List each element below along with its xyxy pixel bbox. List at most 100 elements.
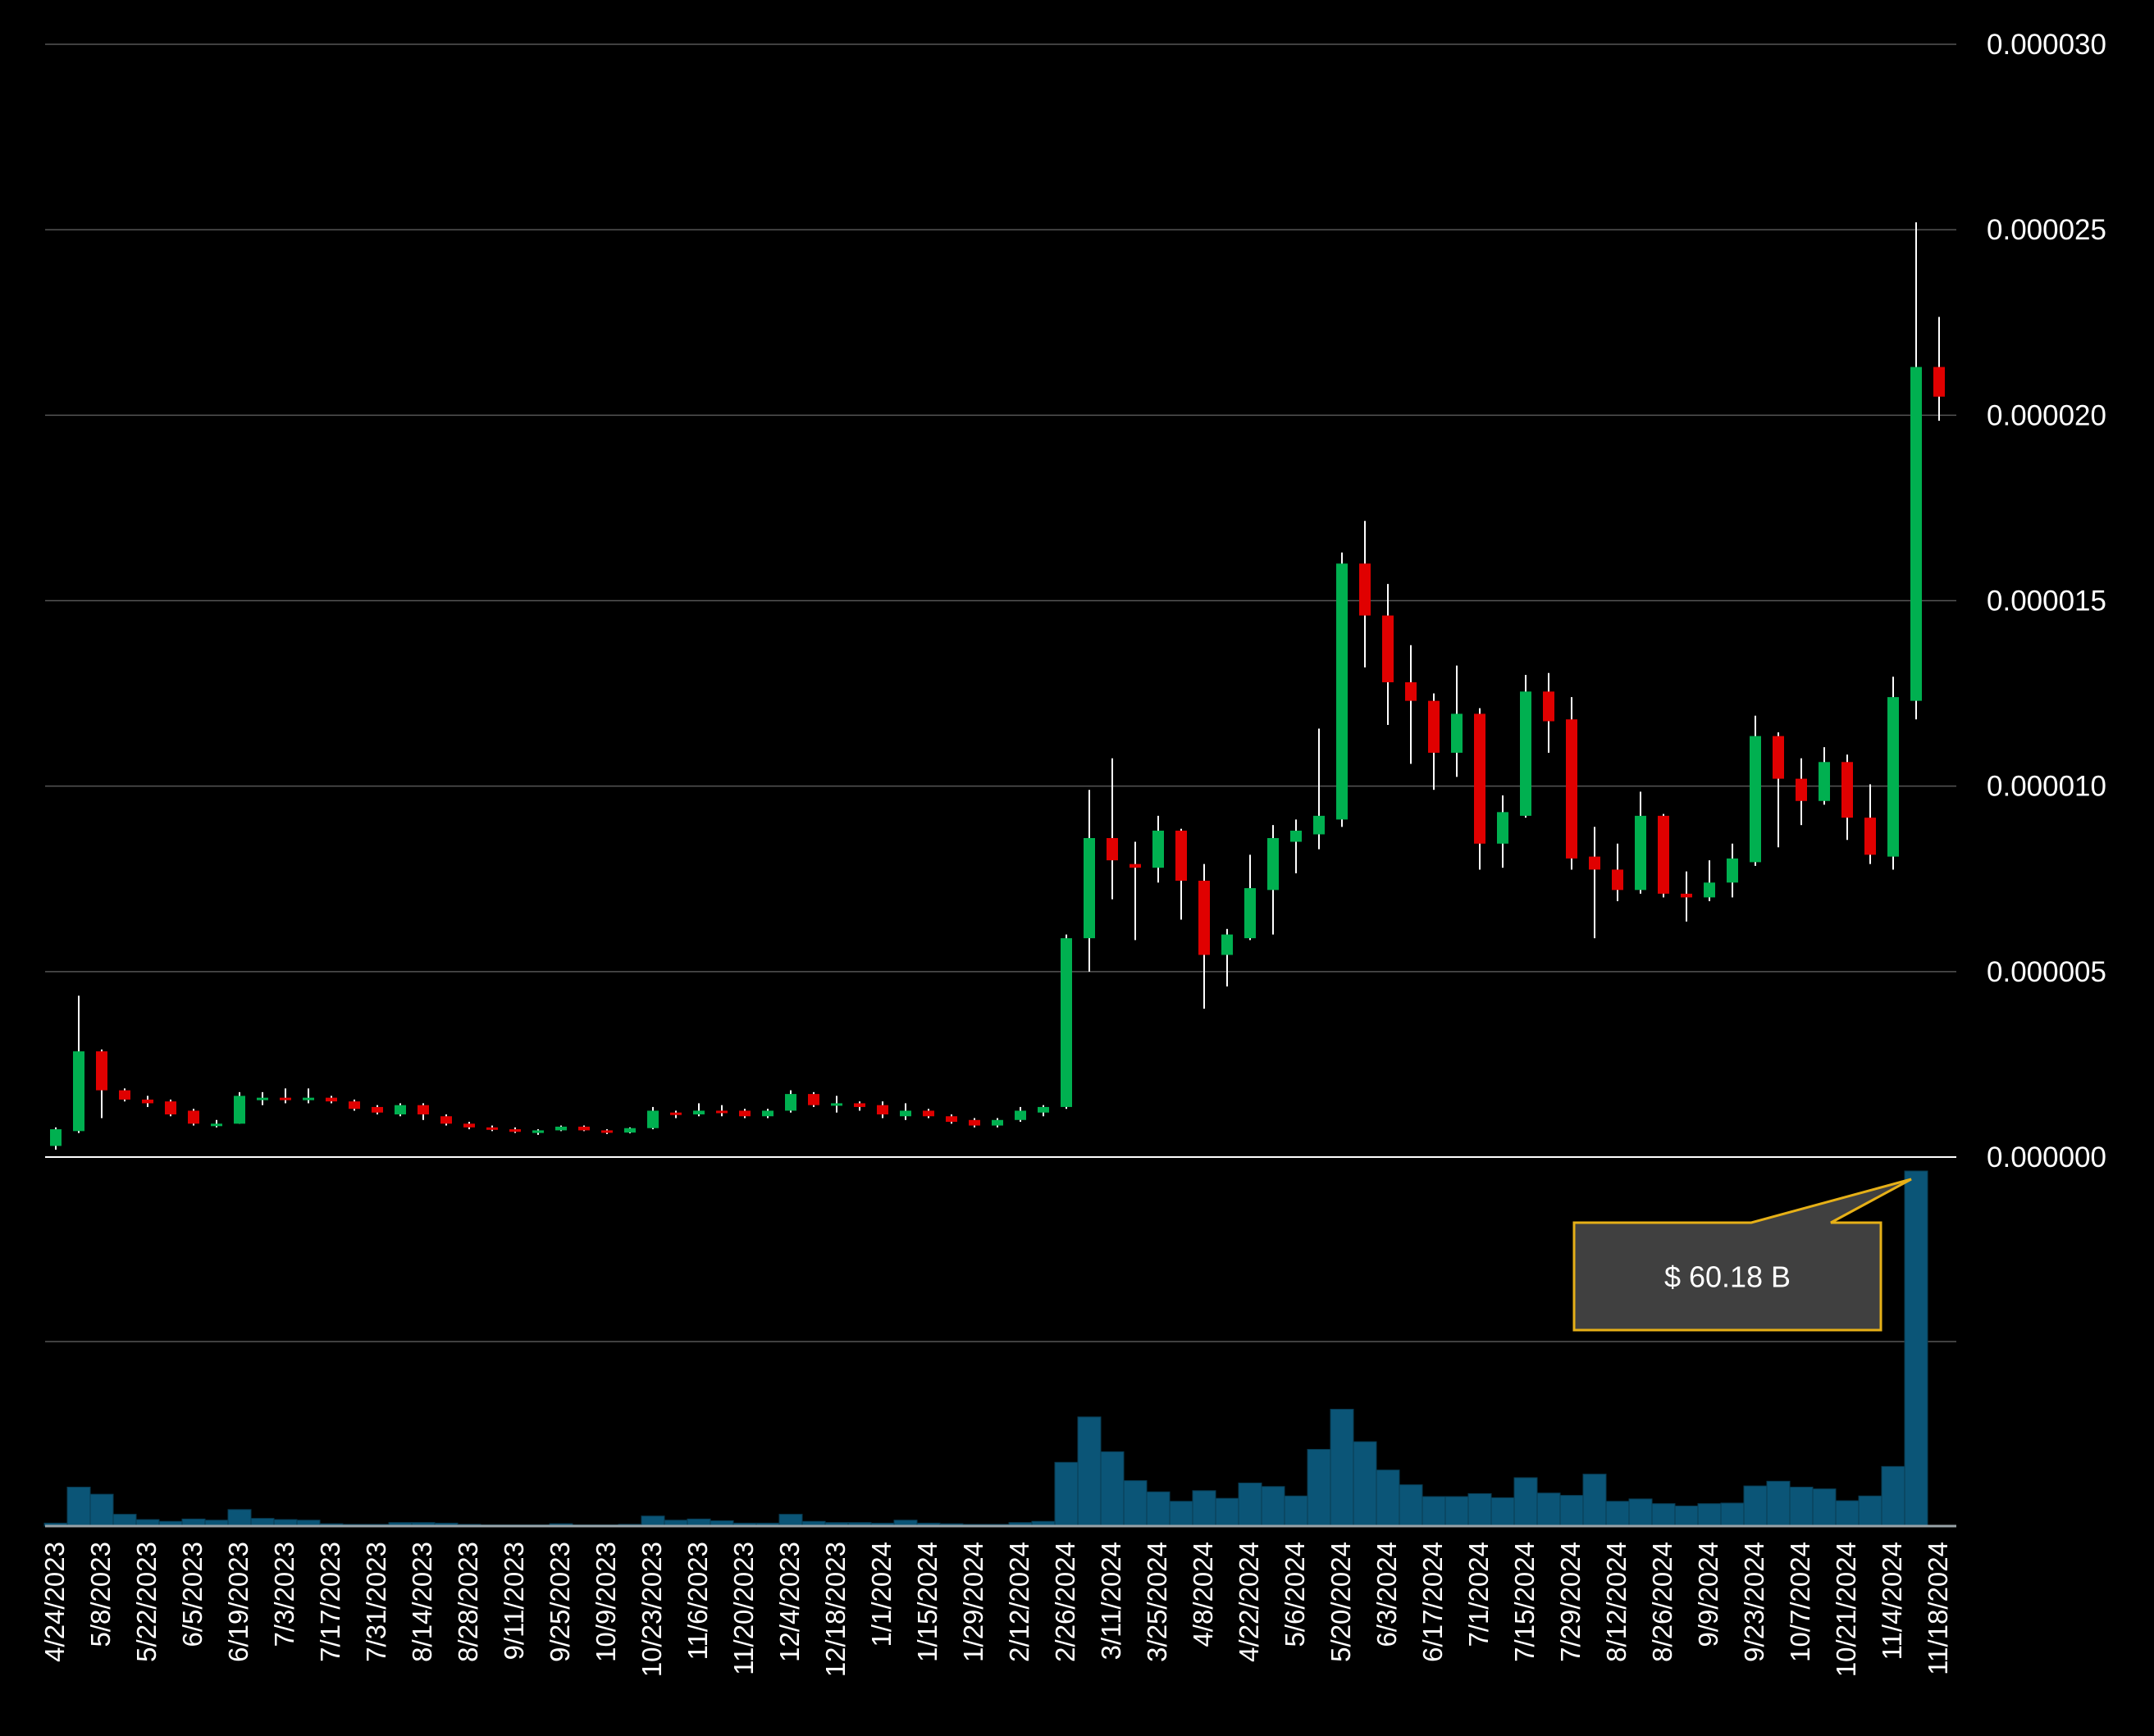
gridlines <box>45 43 1956 1342</box>
volume-bar <box>1467 1492 1492 1527</box>
candle-body <box>257 1097 268 1100</box>
candle-body <box>1015 1110 1026 1120</box>
candle-body <box>372 1106 383 1113</box>
volume-bar <box>641 1515 665 1527</box>
candle <box>349 1099 360 1111</box>
candle <box>1382 584 1394 726</box>
x-tick-label: 9/25/2023 <box>545 1542 575 1662</box>
x-tick-label: 8/12/2024 <box>1601 1542 1631 1662</box>
candle-body <box>1061 938 1072 1107</box>
candle <box>1244 854 1256 941</box>
candle-body <box>854 1103 865 1107</box>
candle <box>1198 863 1210 1009</box>
candle <box>1451 665 1463 777</box>
candle-body <box>1704 882 1715 898</box>
candle-body <box>1566 719 1577 859</box>
candle-body <box>188 1110 199 1124</box>
x-tick-label: 9/9/2024 <box>1693 1542 1723 1647</box>
candle-body <box>1405 682 1417 701</box>
x-tick-label: 4/24/2023 <box>39 1542 70 1662</box>
candle-body <box>1336 563 1348 820</box>
volume-bar <box>1444 1496 1469 1527</box>
volume-bar <box>1766 1480 1791 1527</box>
candle <box>831 1096 842 1113</box>
x-tick-label: 7/3/2023 <box>269 1542 299 1647</box>
candle <box>188 1109 199 1126</box>
volume-bar <box>1628 1498 1653 1527</box>
candle-body <box>670 1112 682 1115</box>
volume-bar <box>1605 1501 1630 1527</box>
candle-body <box>762 1110 774 1117</box>
candle-body <box>96 1051 107 1091</box>
candle-body <box>165 1101 176 1114</box>
candle <box>1129 841 1141 941</box>
candle-body <box>73 1051 84 1132</box>
candle <box>119 1088 130 1102</box>
candle-body <box>119 1090 130 1100</box>
x-tick-label: 12/18/2023 <box>820 1542 851 1677</box>
y-tick-label: 0.000015 <box>1987 586 2106 617</box>
candle-body <box>1290 830 1302 842</box>
candle-body <box>693 1110 705 1114</box>
y-axis: 0.000000 0.000005 0.000010 0.000015 0.000020… <box>1987 29 2106 1173</box>
x-tick-label: 3/25/2024 <box>1142 1542 1172 1662</box>
x-tick-label: 5/20/2024 <box>1326 1542 1356 1662</box>
candle <box>1612 843 1623 901</box>
x-tick-label: 8/28/2023 <box>453 1542 483 1662</box>
candle-body <box>785 1094 796 1111</box>
candle-body <box>831 1103 842 1106</box>
candle-body <box>900 1110 911 1117</box>
candle-body <box>1175 830 1187 882</box>
volume-bar <box>1812 1488 1837 1527</box>
candle <box>1841 754 1853 841</box>
volume-bar <box>1651 1503 1676 1527</box>
volume-bar <box>1536 1492 1561 1527</box>
candle-body <box>1612 869 1623 891</box>
volume-bar <box>1789 1487 1814 1527</box>
candle <box>1704 860 1715 901</box>
volume-bar <box>1720 1502 1745 1527</box>
volume-bar <box>66 1487 91 1527</box>
x-tick-label: 3/11/2024 <box>1096 1542 1126 1660</box>
candle <box>946 1114 957 1124</box>
x-tick-label: 4/22/2024 <box>1234 1542 1264 1662</box>
candle-body <box>1382 615 1394 683</box>
volume-bar <box>778 1514 803 1527</box>
candle-body <box>349 1101 360 1109</box>
candle <box>923 1109 934 1119</box>
candle <box>1497 795 1508 868</box>
candle-body <box>969 1119 980 1126</box>
volume-tooltip: $ 60.18 B <box>1572 1178 1912 1332</box>
candle <box>1474 708 1485 870</box>
candle-body <box>1152 830 1164 868</box>
x-tick-label: 10/21/2024 <box>1831 1542 1861 1677</box>
candle <box>1864 784 1876 864</box>
candle <box>1107 758 1118 900</box>
volume-bar <box>1353 1441 1377 1527</box>
candle-body <box>1221 934 1233 955</box>
candle <box>601 1129 613 1134</box>
tooltip-box <box>1572 1178 1912 1332</box>
candle-body <box>808 1094 819 1105</box>
volume-bar <box>1559 1495 1584 1527</box>
candle-body <box>303 1097 314 1100</box>
candle <box>50 1127 62 1150</box>
candle <box>1015 1106 1026 1123</box>
candle-body <box>716 1110 728 1114</box>
candle <box>234 1091 245 1124</box>
x-tick-label: 2/12/2024 <box>1004 1542 1034 1662</box>
volume-bar <box>1123 1480 1148 1527</box>
candle <box>969 1118 980 1128</box>
y-tick-label: 0.000025 <box>1987 214 2106 246</box>
volume-bar <box>1215 1497 1239 1527</box>
candle-body <box>1864 818 1876 855</box>
volume-bar <box>1307 1448 1331 1527</box>
volume-bar <box>1904 1170 1928 1527</box>
y-tick-label: 0.000010 <box>1987 771 2106 803</box>
volume-bar <box>1399 1484 1423 1527</box>
candle <box>257 1091 268 1105</box>
candle <box>303 1088 314 1104</box>
candle <box>440 1114 452 1126</box>
candle <box>624 1127 636 1134</box>
